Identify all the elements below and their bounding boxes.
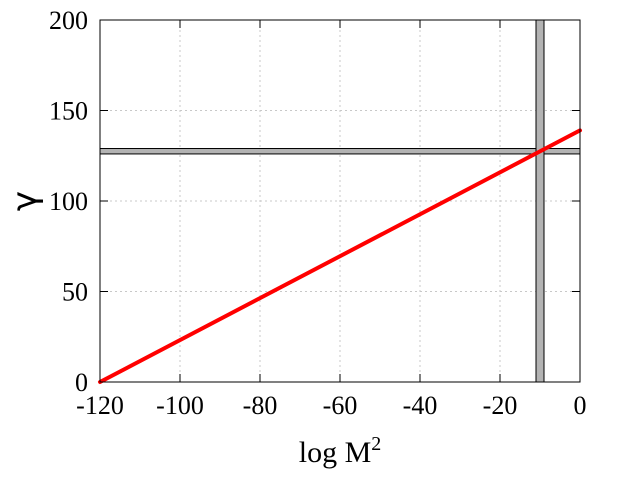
x-tick-label: -60 [323,391,358,420]
y-tick-label: 100 [49,187,88,216]
x-axis-title-sup: 2 [371,433,381,455]
grid [100,20,580,382]
y-tick-label: 200 [49,6,88,35]
x-tick-label: -100 [156,391,204,420]
band-vertical [535,19,545,383]
series [98,128,582,384]
x-tick-label: -40 [403,391,438,420]
y-axis-title: γ [5,191,45,211]
y-tick-label: 150 [49,97,88,126]
ticks [99,19,581,383]
x-tick-label: 0 [574,391,587,420]
y-tick-label: 0 [75,368,88,397]
x-tick-label: -20 [483,391,518,420]
y-tick-label: 50 [62,278,88,307]
x-axis-title: log M2 [299,433,382,469]
tick-labels: -120 -100 -80 -60 -40 -20 0 0 50 100 150 200 [49,6,587,420]
x-axis-title-base: log M [299,436,372,469]
band-horizontal [99,148,581,155]
x-tick-label: -120 [76,391,124,420]
series-line-0 [98,128,582,384]
x-tick-label: -80 [243,391,278,420]
